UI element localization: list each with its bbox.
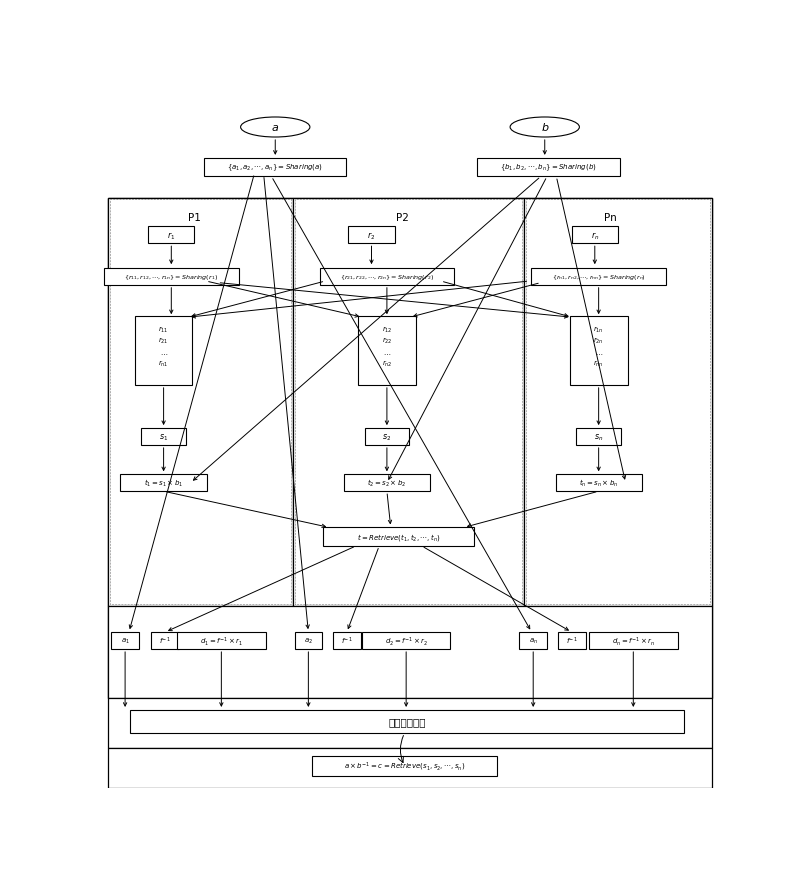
Bar (142, 429, 186, 446)
Bar (108, 749, 712, 789)
Bar (344, 475, 430, 492)
Text: $t_2=s_2\times b_2$: $t_2=s_2\times b_2$ (367, 478, 406, 489)
Bar (177, 633, 266, 649)
Text: $\cdots$: $\cdots$ (383, 349, 391, 355)
Text: 乘法执行阶段: 乘法执行阶段 (388, 717, 426, 727)
Ellipse shape (241, 118, 310, 138)
Bar (524, 198, 712, 606)
Bar (312, 757, 497, 776)
Text: $f^{-1}$: $f^{-1}$ (159, 635, 171, 647)
Bar (121, 475, 206, 492)
Text: $r_{n2}$: $r_{n2}$ (382, 359, 392, 369)
Bar (526, 200, 710, 605)
Bar (104, 268, 238, 285)
Text: $f^{-1}$: $f^{-1}$ (566, 635, 578, 647)
Bar (333, 633, 361, 649)
Text: $r_n$: $r_n$ (590, 229, 599, 241)
Text: $t=Retrieve(t_1,t_2,\cdots,t_n)$: $t=Retrieve(t_1,t_2,\cdots,t_n)$ (357, 532, 440, 542)
Text: $a_2$: $a_2$ (304, 636, 313, 646)
Text: $d_n=f^{-1}\times r_n$: $d_n=f^{-1}\times r_n$ (612, 634, 654, 647)
Text: b: b (541, 123, 548, 133)
Text: $f^{-1}$: $f^{-1}$ (341, 635, 353, 647)
Text: $t_1=s_1\times b_1$: $t_1=s_1\times b_1$ (144, 478, 183, 489)
Bar (108, 198, 712, 698)
Text: $a_n$: $a_n$ (529, 636, 538, 646)
Bar (108, 198, 293, 606)
Text: $a_1$: $a_1$ (121, 636, 130, 646)
Bar (349, 227, 394, 244)
Bar (319, 268, 454, 285)
Text: $r_{11}$: $r_{11}$ (158, 324, 169, 334)
Bar (294, 633, 322, 649)
Bar (478, 159, 620, 177)
Text: P1: P1 (188, 213, 201, 223)
Text: Pn: Pn (604, 213, 617, 223)
Bar (558, 633, 586, 649)
Text: $s_n$: $s_n$ (594, 431, 603, 442)
Text: $r_{12}$: $r_{12}$ (382, 324, 392, 334)
Text: $r_{nn}$: $r_{nn}$ (594, 359, 604, 369)
Text: $r_1$: $r_1$ (167, 229, 175, 241)
Text: $\cdots$: $\cdots$ (594, 349, 602, 355)
Bar (204, 159, 346, 177)
Text: P2: P2 (396, 213, 409, 223)
Bar (589, 633, 678, 649)
Text: $\{r_{11},r_{12},\cdots,r_{1n}\}=Sharing(r_1)$: $\{r_{11},r_{12},\cdots,r_{1n}\}=Sharing… (124, 273, 218, 282)
Bar (358, 316, 416, 385)
Text: $d_1=f^{-1}\times r_1$: $d_1=f^{-1}\times r_1$ (200, 634, 242, 647)
Bar (151, 633, 179, 649)
Text: $r_{22}$: $r_{22}$ (382, 336, 392, 346)
Bar (531, 268, 666, 285)
Text: $\{r_{21},r_{22},\cdots,r_{2n}\}=Sharing(r_2)$: $\{r_{21},r_{22},\cdots,r_{2n}\}=Sharing… (340, 273, 434, 282)
Bar (111, 633, 139, 649)
Bar (130, 710, 684, 733)
Bar (108, 698, 712, 749)
Bar (323, 528, 474, 547)
Bar (110, 200, 291, 605)
Bar (134, 316, 193, 385)
Text: $r_{1n}$: $r_{1n}$ (594, 324, 604, 334)
Bar (148, 227, 194, 244)
Text: $\{b_1,b_2,\cdots,b_n\}=Sharing(b)$: $\{b_1,b_2,\cdots,b_n\}=Sharing(b)$ (500, 163, 597, 173)
Bar (572, 227, 618, 244)
Bar (555, 475, 642, 492)
Text: $r_2$: $r_2$ (367, 229, 376, 241)
Bar (108, 606, 712, 698)
Bar (570, 316, 627, 385)
Bar (519, 633, 547, 649)
Text: a: a (272, 123, 278, 133)
Text: $r_{21}$: $r_{21}$ (158, 336, 169, 346)
Text: $\{r_{n1},r_{n2},\cdots,r_{nn}\}=Sharing(r_n)$: $\{r_{n1},r_{n2},\cdots,r_{nn}\}=Sharing… (552, 273, 646, 282)
Bar (365, 429, 410, 446)
Text: $d_2=f^{-1}\times r_2$: $d_2=f^{-1}\times r_2$ (385, 634, 427, 647)
Text: $a\times b^{-1}=c=Retrieve(s_1,s_2,\cdots,s_n)$: $a\times b^{-1}=c=Retrieve(s_1,s_2,\cdot… (344, 760, 466, 773)
Text: $s_2$: $s_2$ (382, 431, 391, 442)
Text: $r_{2n}$: $r_{2n}$ (594, 336, 604, 346)
Bar (576, 429, 621, 446)
Bar (362, 633, 450, 649)
Bar (293, 198, 524, 606)
Bar (294, 200, 522, 605)
Text: $\{a_1,a_2,\cdots,a_n\}=Sharing(a)$: $\{a_1,a_2,\cdots,a_n\}=Sharing(a)$ (227, 163, 323, 173)
Text: $\cdots$: $\cdots$ (159, 349, 168, 355)
Text: $s_1$: $s_1$ (159, 431, 168, 442)
Text: $t_n=s_n\times b_n$: $t_n=s_n\times b_n$ (579, 478, 618, 489)
Text: $r_{n1}$: $r_{n1}$ (158, 359, 169, 369)
Ellipse shape (510, 118, 579, 138)
